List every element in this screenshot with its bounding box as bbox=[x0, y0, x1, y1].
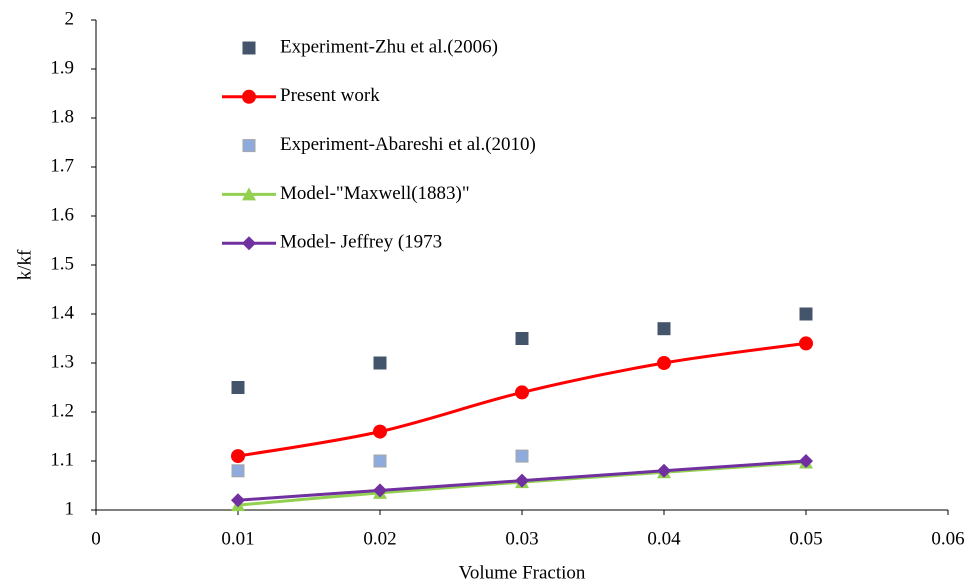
y-tick-label: 1.7 bbox=[50, 155, 74, 176]
y-tick-label: 2 bbox=[65, 8, 75, 29]
legend-label: Model-"Maxwell(1883)" bbox=[280, 183, 470, 204]
y-tick-label: 1.2 bbox=[50, 400, 74, 421]
marker-diamond bbox=[373, 483, 387, 498]
marker-square bbox=[515, 332, 529, 345]
x-tick-label: 0.04 bbox=[647, 528, 681, 549]
legend-label: Model- Jeffrey (1973 bbox=[280, 232, 442, 253]
marker-circle bbox=[515, 385, 529, 400]
marker-square bbox=[799, 307, 813, 321]
y-tick-label: 1.1 bbox=[50, 449, 74, 470]
marker-square bbox=[373, 356, 387, 370]
x-tick-label: 0.01 bbox=[221, 528, 254, 549]
x-tick-label: 0 bbox=[91, 528, 101, 549]
marker-circle bbox=[799, 336, 813, 351]
marker-circle bbox=[231, 449, 245, 464]
legend-marker bbox=[242, 139, 256, 153]
marker-circle bbox=[657, 356, 671, 370]
legend-label: Experiment-Zhu et al.(2006) bbox=[280, 36, 498, 57]
legend-marker bbox=[242, 236, 256, 251]
x-tick-label: 0.03 bbox=[505, 528, 538, 549]
y-tick-label: 1 bbox=[65, 498, 75, 519]
marker-diamond bbox=[657, 463, 671, 478]
x-tick-label: 0.06 bbox=[931, 528, 964, 549]
marker-diamond bbox=[799, 454, 813, 468]
marker-square bbox=[231, 381, 245, 394]
legend-label: Experiment-Abareshi et al.(2010) bbox=[280, 134, 536, 155]
x-tick-label: 0.02 bbox=[363, 528, 396, 549]
legend-marker bbox=[242, 89, 256, 104]
legend-marker bbox=[242, 41, 256, 55]
legend-marker bbox=[242, 187, 256, 201]
marker-square bbox=[373, 454, 387, 468]
y-tick-label: 1.4 bbox=[50, 302, 74, 323]
legend-label: Present work bbox=[280, 85, 380, 106]
y-tick-label: 1.5 bbox=[50, 253, 74, 274]
marker-circle bbox=[373, 424, 387, 439]
marker-diamond bbox=[231, 493, 245, 508]
marker-diamond bbox=[515, 473, 529, 488]
marker-square bbox=[657, 322, 671, 336]
x-axis-label: Volume Fraction bbox=[459, 562, 586, 583]
y-tick-label: 1.8 bbox=[50, 106, 74, 127]
y-tick-label: 1.6 bbox=[50, 204, 74, 225]
y-axis-label: k/kf bbox=[14, 249, 35, 280]
marker-square bbox=[515, 449, 529, 463]
series-line bbox=[237, 341, 807, 458]
x-tick-label: 0.05 bbox=[789, 528, 822, 549]
y-tick-label: 1.3 bbox=[50, 351, 74, 372]
y-tick-label: 1.9 bbox=[50, 57, 74, 78]
marker-square bbox=[231, 464, 245, 478]
